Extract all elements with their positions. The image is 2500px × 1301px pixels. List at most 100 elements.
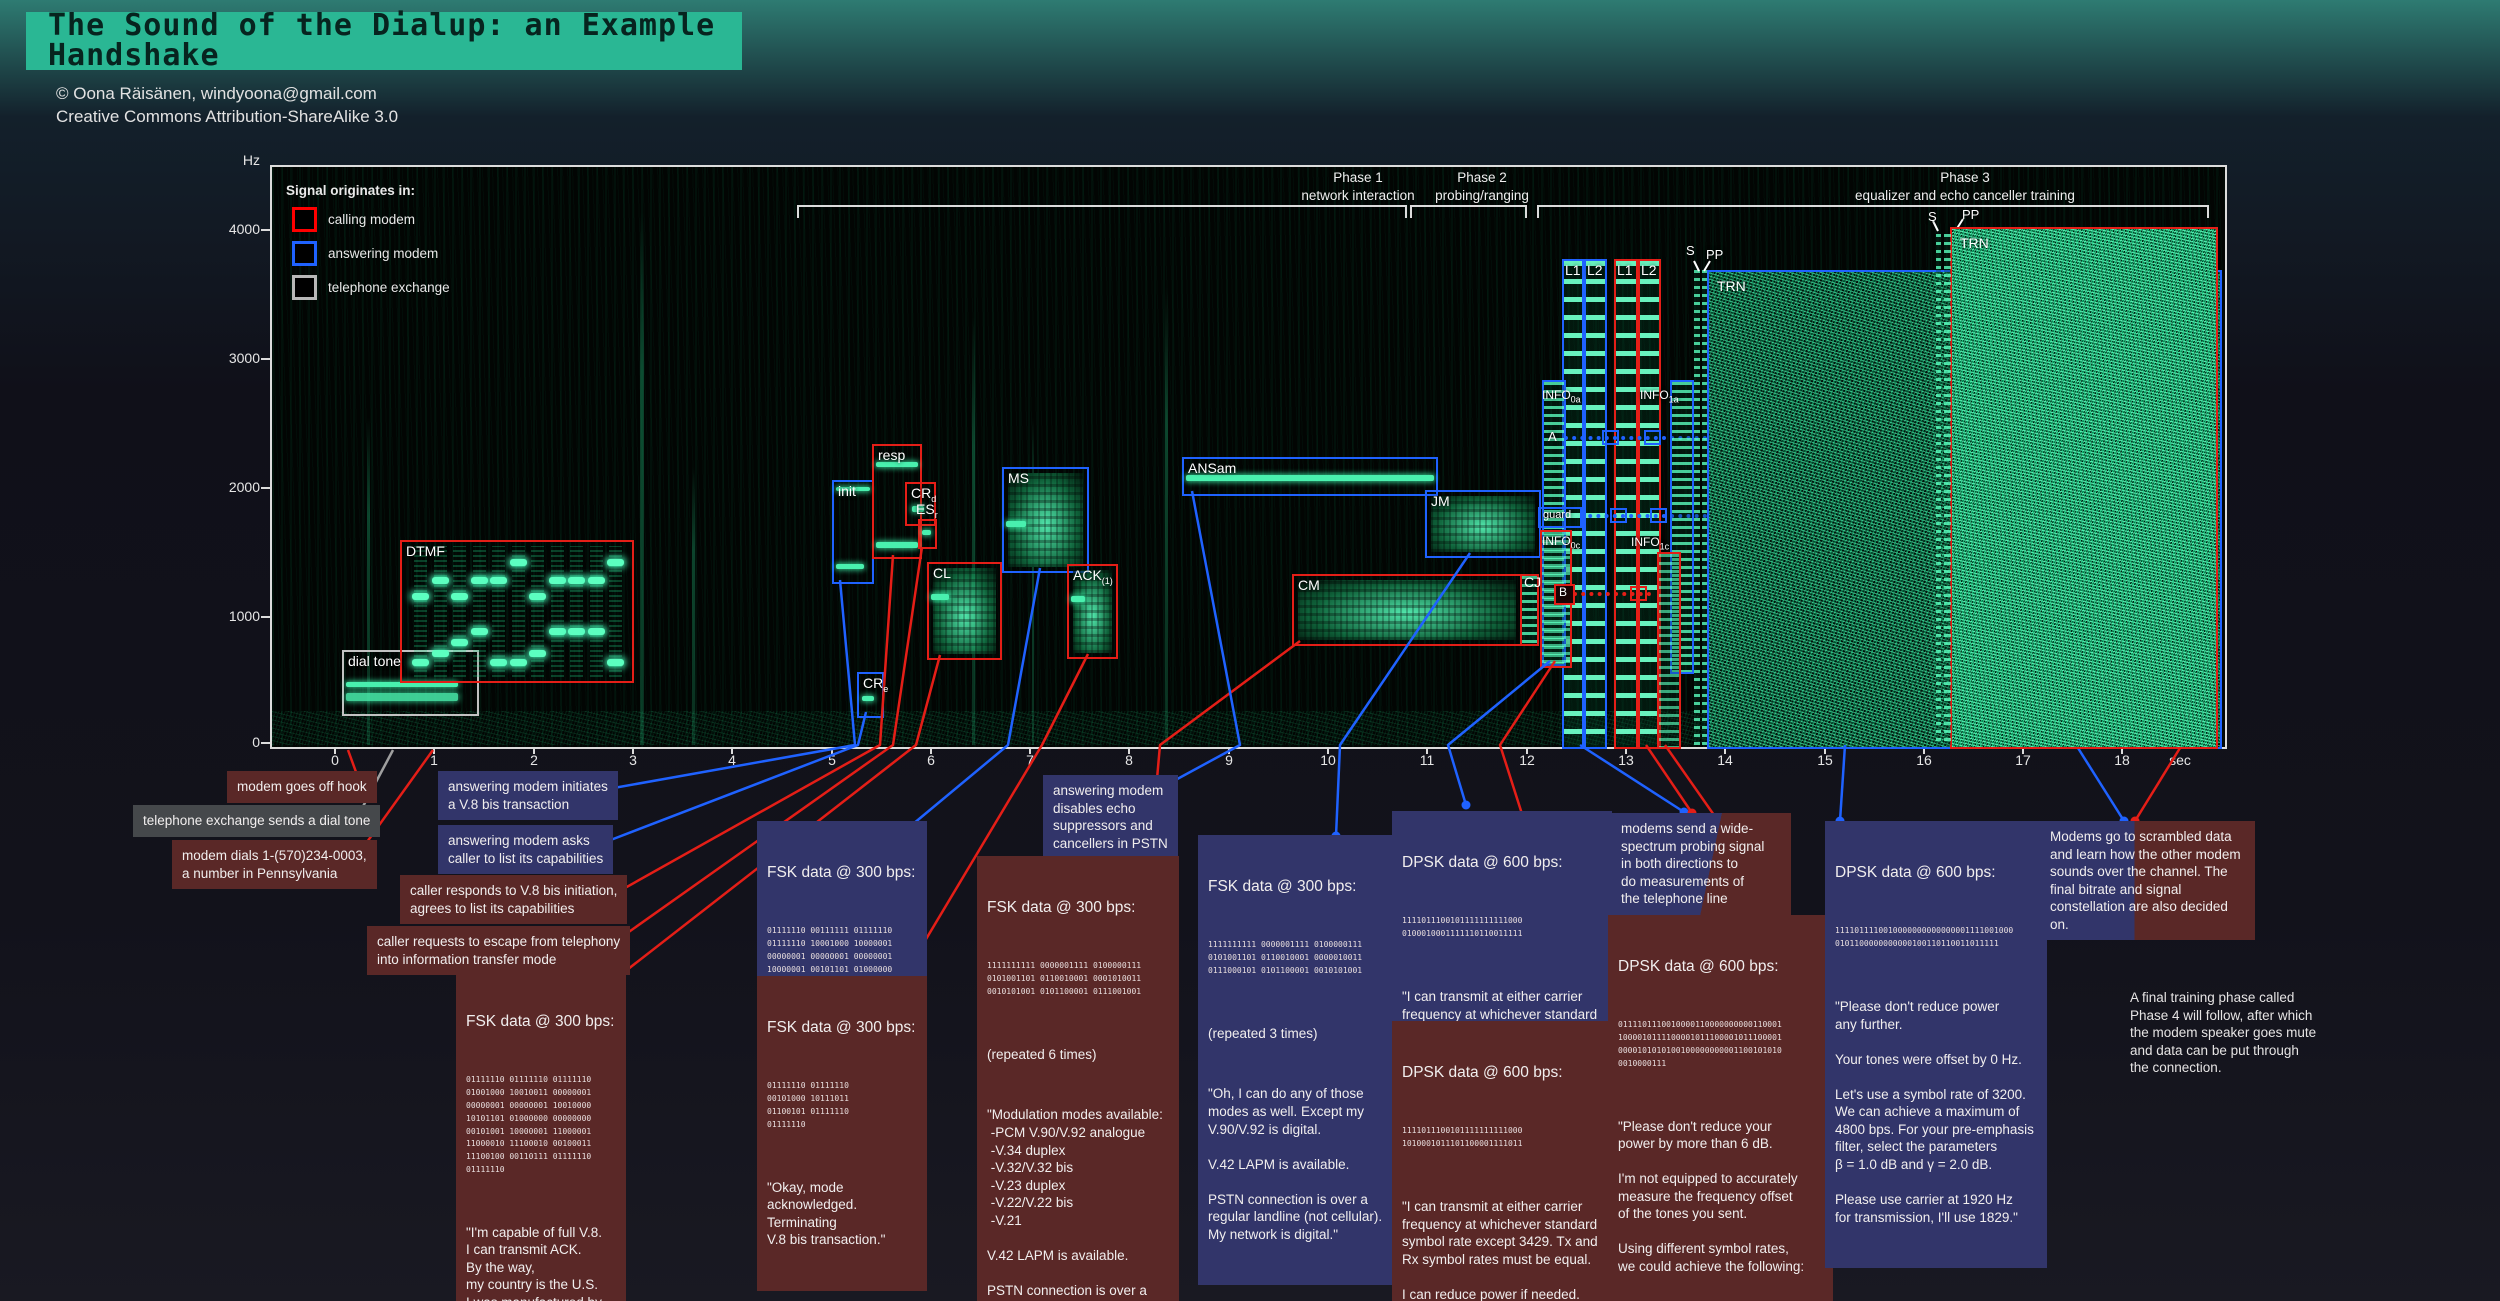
callout-title: FSK data @ 300 bps: [987,899,1136,917]
trn-label: TRN [1717,278,1746,294]
dtmf-digit [588,546,605,677]
dtmf-label: DTMF [406,543,445,559]
info0a-label: INFO0a [1542,388,1581,405]
page-title: The Sound of the Dialup: an Example Hand… [48,8,716,73]
noise-streak [1165,287,1168,745]
dtmf-digit [549,546,566,677]
callout-caller-escape: caller requests to escape from telephony… [367,926,631,976]
credit-author: © Oona Räisänen, windyoona@gmail.com [56,84,377,103]
trn-calling-box: TRN [1950,227,2218,749]
callout-caller-responds: caller responds to V.8 bis initiation, a… [400,875,628,925]
info1c-label: INFO1c [1631,535,1670,552]
cj-signal [1522,576,1537,644]
y-tick-0: 0 [252,734,260,750]
y-tick-3000: 3000 [228,350,260,366]
phase-2-desc: probing/ranging [1435,188,1529,203]
callout-fsk-oh: FSK data @ 300 bps: 1111111111 000000111… [1198,835,1393,1286]
esr-box: ESr [916,501,938,549]
s-calling-label: S [1928,209,1937,224]
info1c-signal [1659,554,1679,747]
callout-v8bis-init: answering modem initiates a V.8 bis tran… [438,771,618,821]
legend-item-label: calling modem [328,212,416,227]
ack-carrier [1071,596,1085,602]
ansam-tone [1186,475,1434,481]
x-tick: 15 [1817,752,1833,768]
resp-signal [876,542,918,548]
phase-3-bracket [1537,205,2209,218]
tone-b-marker [1630,586,1647,601]
dtmf-digit [412,546,429,677]
binary-data: 1111011100101111111111000 10100010111011… [1402,1126,1523,1149]
resp-label: resp [878,447,906,463]
cre-label: CRe [863,675,889,694]
esr-signal [922,530,931,535]
x-tick: 1 [430,752,438,768]
callout-title: FSK data @ 300 bps: [1208,878,1357,896]
telephone-exchange-swatch [292,275,317,300]
x-tickmark [1128,745,1130,754]
guard-marker [1650,508,1667,523]
callout-body: "Okay, mode acknowledged. Terminating V.… [767,1179,886,1248]
callout-title: DPSK data @ 600 bps: [1618,958,1779,976]
cre-signal [862,696,874,701]
legend-title: Signal originates in: [286,183,416,198]
dtmf-digit [568,546,585,677]
guard-box: guard [1538,507,1582,528]
dtmf-digit [607,546,624,677]
esr-label: ESr [916,501,938,520]
x-tick: 5 [828,752,836,768]
callout-dpsk-rates: DPSK data @ 600 bps: 0111101110010000110… [1608,915,1833,1301]
cj-label: CJ [1524,574,1542,590]
x-tick: 6 [927,752,935,768]
callout-fsk-okay: FSK data @ 300 bps: 01111110 01111110 00… [757,976,927,1291]
pp-answering-label: PP [1706,247,1724,262]
y-tick-2000: 2000 [228,479,260,495]
x-axis-unit: sec [2169,752,2191,768]
info0c-label: INFO0c [1542,534,1581,551]
callout-fsk-modes: FSK data @ 300 bps: 1111111111 000000111… [977,856,1179,1301]
x-tickmark [1923,745,1925,754]
l2-calling-signal [1640,261,1659,747]
answering-modem-swatch [292,241,317,266]
legend-item-answering: answering modem [292,241,450,266]
x-tick: 18 [2114,752,2130,768]
info1a-label: INFO1a [1640,388,1679,405]
l1-answering-signal [1564,261,1582,747]
title-banner: The Sound of the Dialup: an Example Hand… [26,8,742,73]
tone-a-dotted-line [1564,436,1707,440]
x-tick: 2 [530,752,538,768]
init-signal [836,564,864,569]
crd-box: CRd [905,482,936,526]
legend-item-exchange: telephone exchange [292,275,450,300]
legend-item-label: answering modem [328,246,439,261]
callout-phase4: A final training phase called Phase 4 wi… [2130,990,2317,1076]
callout-wide-spectrum: modems send a wide- spectrum probing sig… [1611,813,1791,915]
x-tickmark [1327,745,1329,754]
x-tick: 8 [1125,752,1133,768]
guard-marker [1610,508,1627,523]
cj-box: CJ [1520,574,1542,646]
y-tickmark [261,487,270,489]
cre-box: CRe [857,672,888,718]
noise-streak [640,212,644,745]
dial-tone-signal [346,693,458,701]
noise-streak [367,417,370,745]
credits: © Oona Räisänen, windyoona@gmail.com Cre… [56,82,398,128]
binary-data: 1111011100101111111111000 01000100011111… [1402,916,1523,939]
phase-1-bracket [797,205,1407,218]
x-tickmark [533,745,535,754]
s-answering-label: S [1686,243,1695,258]
crd-signal [912,506,924,512]
tone-a-marker [1644,430,1661,445]
tone-b-dotted-line [1573,592,1651,596]
x-tick: 16 [1916,752,1932,768]
repeat-note: (repeated 6 times) [987,1046,1097,1062]
init-box: init [832,480,874,584]
s-calling-signal [1936,234,1941,745]
ms-box: MS [1002,467,1089,573]
binary-data: 1111111111 0000001111 0100000111 0101001… [987,961,1142,996]
callout-title: DPSK data @ 600 bps: [1835,864,1996,882]
l2-answering-box: L2 [1584,259,1607,749]
callout-title: FSK data @ 300 bps: [466,1013,615,1031]
